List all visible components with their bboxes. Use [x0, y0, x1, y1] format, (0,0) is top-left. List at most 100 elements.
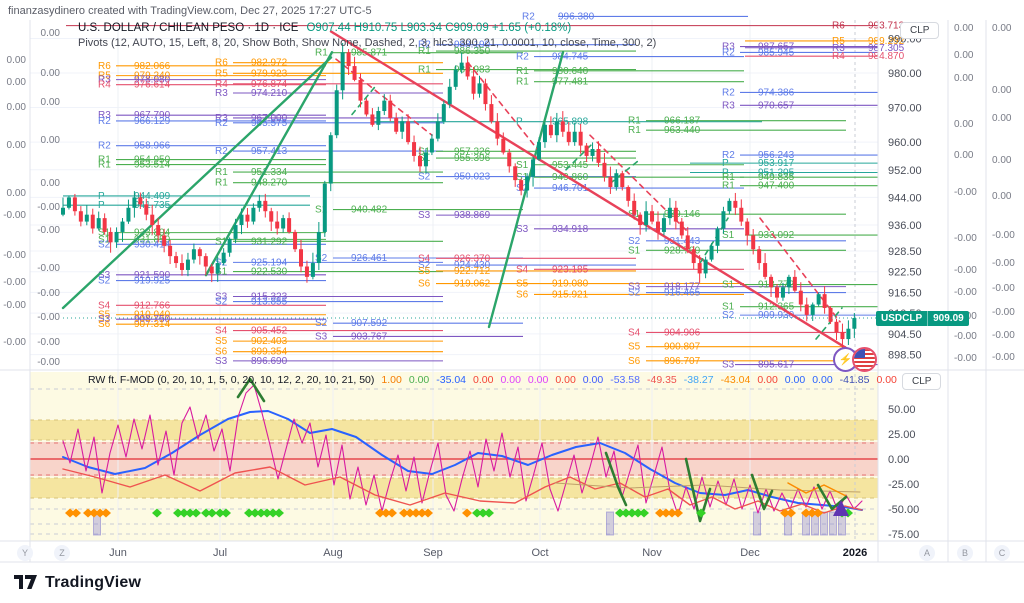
signal-diamond	[207, 508, 217, 518]
month-label: Oct	[531, 547, 548, 559]
aux-tick-label: 0.00	[41, 97, 61, 108]
pivot-label: S6	[98, 319, 111, 330]
pivot-label: S5	[628, 342, 641, 353]
pivot-value: 926.370	[454, 253, 491, 264]
candle	[525, 176, 530, 191]
candle	[519, 180, 524, 191]
pivot-value: 919.925	[134, 276, 171, 287]
candle	[102, 218, 107, 232]
pivot-value: 955.396	[454, 153, 491, 164]
candle	[798, 290, 803, 305]
aux-tick-label: -0.00	[992, 230, 1015, 241]
candle	[685, 235, 690, 250]
pivot-value: 939.146	[664, 209, 701, 220]
candle	[715, 228, 720, 246]
axis-nav-button-c[interactable]: C	[994, 545, 1010, 561]
aux-tick-label: -0.00	[954, 187, 977, 198]
pivot-label: R5	[98, 71, 111, 82]
price-scale-currency-button[interactable]: CLP	[900, 22, 940, 39]
pivot-value: 978.080	[134, 75, 171, 86]
aux-tick-label: 0.00	[41, 135, 61, 146]
indicator-line	[604, 451, 628, 507]
histogram-bar	[829, 511, 837, 536]
candle	[459, 62, 464, 70]
aux-tick-label: -0.00	[954, 233, 977, 244]
indicator-title: RW ft. F-MOD (0, 20, 10, 1, 5, 0, 20, 10…	[88, 374, 375, 386]
axis-nav-button-z[interactable]: Z	[54, 545, 70, 561]
us-flag-icon[interactable]	[852, 347, 877, 372]
signal-diamond	[411, 508, 421, 518]
candle	[316, 231, 321, 264]
candle	[304, 266, 309, 277]
signal-diamond	[387, 508, 397, 518]
pivot-label: R3	[832, 43, 845, 54]
candle	[584, 145, 589, 156]
indicator-scale-currency-button[interactable]: CLP	[902, 373, 942, 390]
candle	[763, 263, 768, 277]
signal-diamond	[101, 508, 111, 518]
candle	[400, 121, 405, 132]
pivot-label: S2	[315, 318, 328, 329]
indicator-value: -35.04	[436, 374, 467, 386]
signal-diamond	[655, 508, 665, 518]
candle	[418, 155, 422, 167]
trendline	[329, 30, 860, 357]
candle	[388, 100, 393, 118]
signal-diamond	[185, 508, 195, 518]
pivot-value: 900.807	[664, 342, 701, 353]
pivot-label: R2	[98, 116, 111, 127]
trendline	[759, 217, 841, 323]
pivot-label: S3	[516, 224, 529, 235]
indicator-line	[684, 457, 712, 523]
trendline	[204, 51, 334, 277]
candle	[828, 307, 833, 322]
pivot-value: 923.185	[552, 264, 589, 275]
pivot-value: 918.177	[664, 282, 701, 293]
pivot-label: R1	[516, 77, 529, 88]
candle	[679, 221, 684, 236]
candle	[638, 214, 643, 226]
indicator-values: 1.00 0.00 -35.04 0.00 0.00 0.00 0.00 0.00 -53.58…	[381, 374, 931, 386]
axis-nav-button-a[interactable]: A	[919, 545, 935, 561]
candle	[245, 214, 250, 222]
price-tick-label: 980.00	[888, 68, 922, 80]
pivot-label: S1	[628, 245, 641, 256]
pivot-value: 946.701	[552, 183, 589, 194]
pivot-value: 931.443	[664, 236, 701, 247]
axis-nav-button-b[interactable]: B	[957, 545, 973, 561]
candle	[197, 249, 202, 257]
aux-tick-label: -0.00	[3, 210, 26, 221]
candle	[531, 159, 536, 177]
pivot-label: R3	[98, 75, 111, 86]
pivot-value: 988.190	[454, 40, 491, 51]
pivot-label: R1	[418, 65, 431, 76]
pivot-value: 895.617	[758, 360, 795, 371]
candle	[596, 149, 601, 163]
pivot-value: 907.592	[351, 318, 388, 329]
trendline	[565, 141, 595, 171]
pivot-label: S4	[418, 253, 431, 264]
signal-diamond	[274, 508, 284, 518]
signal-diamond	[639, 508, 649, 518]
signal-diamond	[813, 508, 823, 518]
pivot-label: R1	[722, 181, 735, 192]
candle	[227, 238, 232, 253]
pivot-value: 896.707	[664, 356, 701, 367]
pivot-value: 904.906	[664, 327, 701, 338]
aux-tick-label: 0.00	[7, 55, 27, 66]
candle	[578, 131, 583, 146]
indicator-value: 0.00	[812, 374, 833, 386]
axis-nav-button-y[interactable]: Y	[17, 545, 33, 561]
pivot-label: R2	[522, 11, 535, 22]
credit-text: finanzasydinero created with TradingView…	[8, 5, 372, 17]
candle	[322, 183, 327, 232]
candle	[810, 304, 815, 315]
candle	[775, 287, 779, 298]
pivot-value: 950.023	[454, 172, 491, 183]
signal-diamond	[173, 508, 183, 518]
candle	[602, 162, 607, 177]
pivot-value: 919.062	[454, 279, 491, 290]
tradingview-logo[interactable]: TradingView	[14, 574, 141, 592]
indicator-tick-label: 25.00	[888, 429, 916, 441]
